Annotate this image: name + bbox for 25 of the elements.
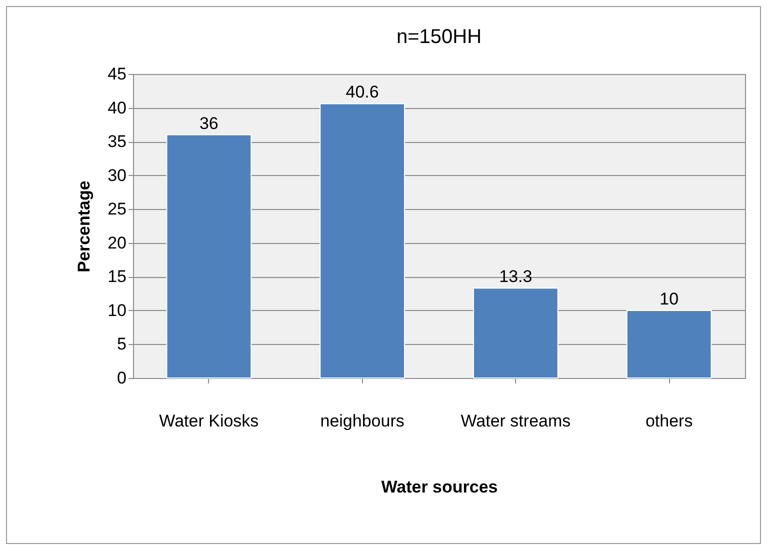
data-label: 13.3 <box>499 267 532 286</box>
data-label: 40.6 <box>346 82 379 102</box>
y-tick-label: 30 <box>108 166 126 185</box>
x-tick-label: Water Kiosks <box>159 412 259 430</box>
data-label: 36 <box>199 114 218 133</box>
bar <box>473 288 558 378</box>
y-tick-label: 5 <box>117 334 126 354</box>
bar <box>626 310 712 378</box>
y-tick-label: 25 <box>108 200 126 219</box>
bar <box>320 103 405 378</box>
x-tick-label: others <box>645 412 693 430</box>
y-tick-label: 20 <box>108 233 126 252</box>
x-tick-label: neighbours <box>320 412 404 430</box>
data-label: 10 <box>660 289 679 308</box>
chart-title: n=150HH <box>396 26 482 48</box>
x-tick-label: Water streams <box>460 412 571 430</box>
y-axis-title: Percentage <box>74 180 94 272</box>
y-tick-label: 15 <box>108 267 126 286</box>
bar <box>166 134 252 378</box>
y-tick-label: 40 <box>108 98 126 118</box>
y-tick-label: 35 <box>108 132 126 152</box>
y-tick-label: 0 <box>117 368 126 388</box>
y-tick-label: 45 <box>108 64 126 84</box>
y-tick-label: 10 <box>108 300 126 320</box>
x-axis-title: Water sources <box>381 478 498 496</box>
